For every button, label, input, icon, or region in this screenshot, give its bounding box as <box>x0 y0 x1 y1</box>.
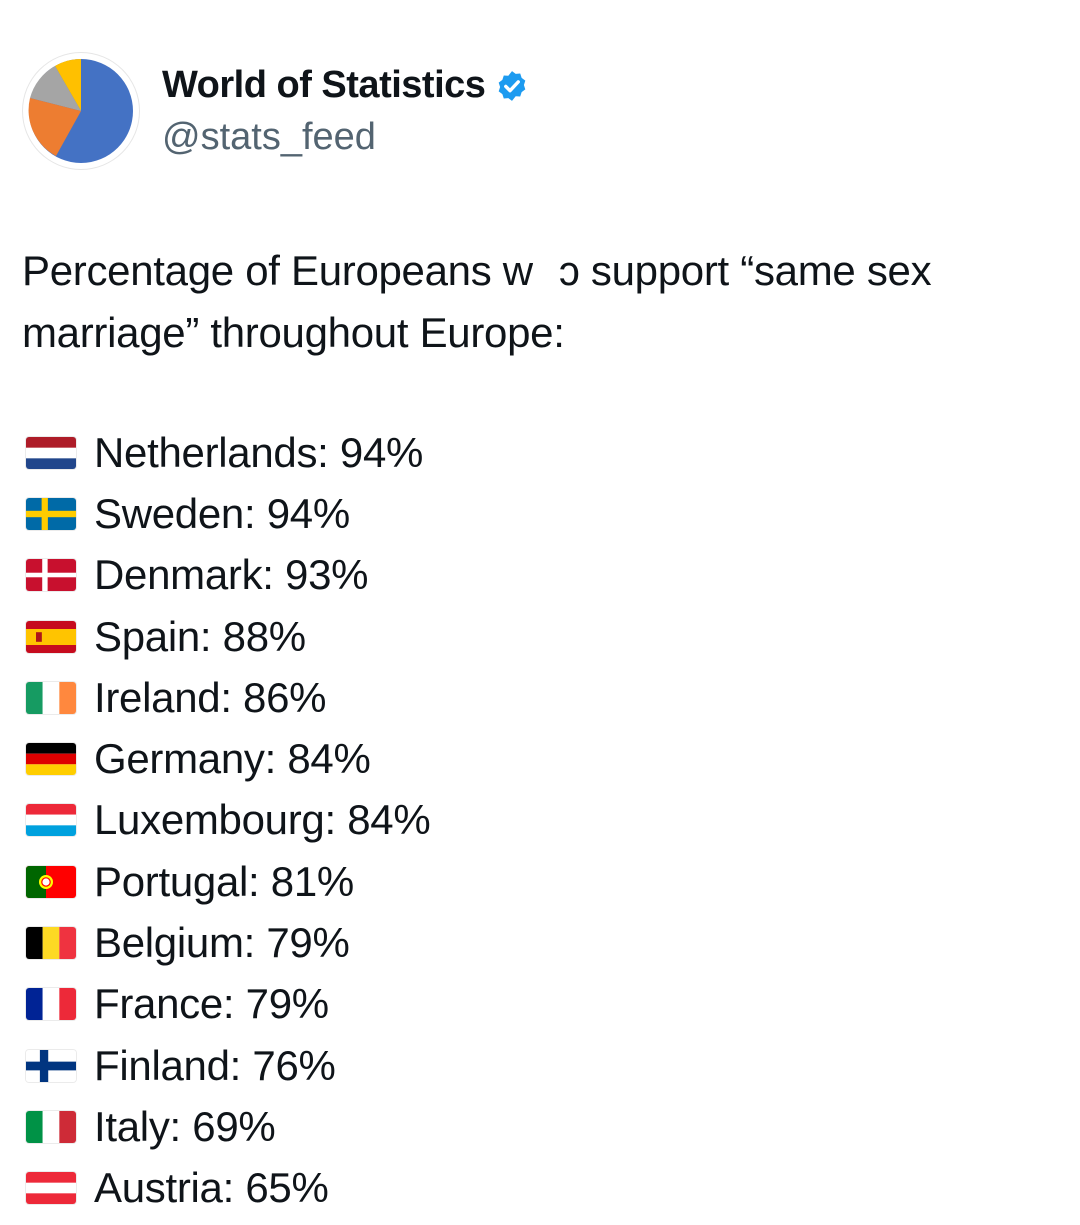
display-name-text: World of Statistics <box>162 64 486 106</box>
list-item: Spain: 88% <box>22 606 1062 667</box>
list-item: Netherlands: 94% <box>22 422 1062 483</box>
avatar[interactable] <box>22 52 140 170</box>
spain-flag-icon <box>26 620 76 653</box>
country-label: Belgium: 79% <box>94 919 350 967</box>
verified-badge-icon <box>495 69 529 103</box>
ireland-flag-icon <box>26 681 76 714</box>
austria-flag-icon <box>26 1172 76 1205</box>
country-label: Luxembourg: 84% <box>94 796 431 844</box>
germany-flag-icon <box>26 743 76 776</box>
list-item: Finland: 76% <box>22 1035 1062 1096</box>
list-item: Denmark: 93% <box>22 545 1062 606</box>
country-label: Portugal: 81% <box>94 857 354 905</box>
country-label: France: 79% <box>94 980 329 1028</box>
country-label: Germany: 84% <box>94 735 371 783</box>
country-label: Denmark: 93% <box>94 551 369 599</box>
list-item: Germany: 84% <box>22 728 1062 789</box>
country-label: Austria: 65% <box>94 1164 329 1212</box>
account-display-name[interactable]: World of Statistics <box>162 64 529 107</box>
italy-flag-icon <box>26 1110 76 1143</box>
tweet-text-part2: ɔ support “same sex marriage” throughout… <box>22 247 932 356</box>
list-item: Luxembourg: 84% <box>22 790 1062 851</box>
netherlands-flag-icon <box>26 436 76 469</box>
country-label: Spain: 88% <box>94 612 306 660</box>
list-item: Belgium: 79% <box>22 912 1062 973</box>
list-item: France: 79% <box>22 974 1062 1035</box>
belgium-flag-icon <box>26 927 76 960</box>
luxembourg-flag-icon <box>26 804 76 837</box>
country-label: Italy: 69% <box>94 1102 276 1150</box>
account-handle[interactable]: @stats_feed <box>162 116 376 158</box>
country-label: Sweden: 94% <box>94 489 350 537</box>
finland-flag-icon <box>26 1049 76 1082</box>
list-item: Austria: 65% <box>22 1158 1062 1219</box>
sweden-flag-icon <box>26 497 76 530</box>
denmark-flag-icon <box>26 559 76 592</box>
list-item: Sweden: 94% <box>22 483 1062 544</box>
list-item: Portugal: 81% <box>22 851 1062 912</box>
country-list: Netherlands: 94% Sweden: 94% Denmark: 93… <box>22 422 1062 1219</box>
country-label: Finland: 76% <box>94 1041 336 1089</box>
list-item: Italy: 69% <box>22 1096 1062 1157</box>
text-gap <box>532 253 559 294</box>
tweet-text-part1: Percentage of Europeans w <box>22 247 533 294</box>
list-item: Ireland: 86% <box>22 667 1062 728</box>
country-label: Netherlands: 94% <box>94 428 424 476</box>
portugal-flag-icon <box>26 865 76 898</box>
pie-chart-icon <box>28 59 133 163</box>
country-label: Ireland: 86% <box>94 673 327 721</box>
france-flag-icon <box>26 988 76 1021</box>
